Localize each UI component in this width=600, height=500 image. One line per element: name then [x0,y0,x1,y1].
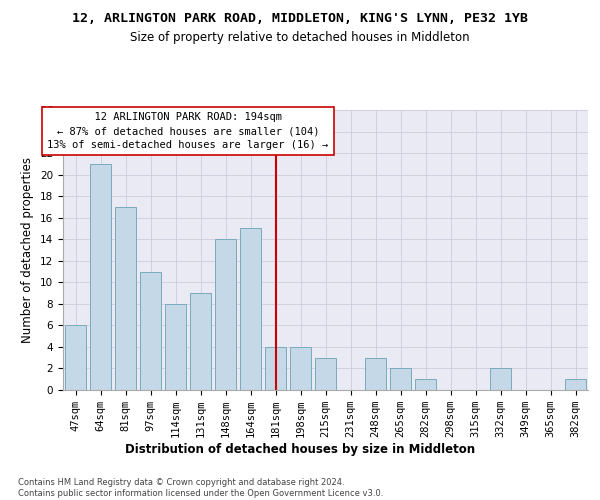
Text: Distribution of detached houses by size in Middleton: Distribution of detached houses by size … [125,442,475,456]
Bar [390,368,411,390]
Text: Size of property relative to detached houses in Middleton: Size of property relative to detached ho… [130,31,470,44]
Bar [90,164,111,390]
Bar [190,293,211,390]
Bar [315,358,336,390]
Text: 12 ARLINGTON PARK ROAD: 194sqm  
← 87% of detached houses are smaller (104)
13% : 12 ARLINGTON PARK ROAD: 194sqm ← 87% of … [47,112,329,150]
Bar [165,304,186,390]
Bar [565,379,586,390]
Bar [140,272,161,390]
Bar [490,368,511,390]
Bar [365,358,386,390]
Y-axis label: Number of detached properties: Number of detached properties [22,157,34,343]
Bar [290,347,311,390]
Text: 12, ARLINGTON PARK ROAD, MIDDLETON, KING'S LYNN, PE32 1YB: 12, ARLINGTON PARK ROAD, MIDDLETON, KING… [72,12,528,26]
Bar [65,326,86,390]
Bar [115,207,136,390]
Bar [240,228,261,390]
Bar [265,347,286,390]
Text: Contains HM Land Registry data © Crown copyright and database right 2024.
Contai: Contains HM Land Registry data © Crown c… [18,478,383,498]
Bar [415,379,436,390]
Bar [215,239,236,390]
